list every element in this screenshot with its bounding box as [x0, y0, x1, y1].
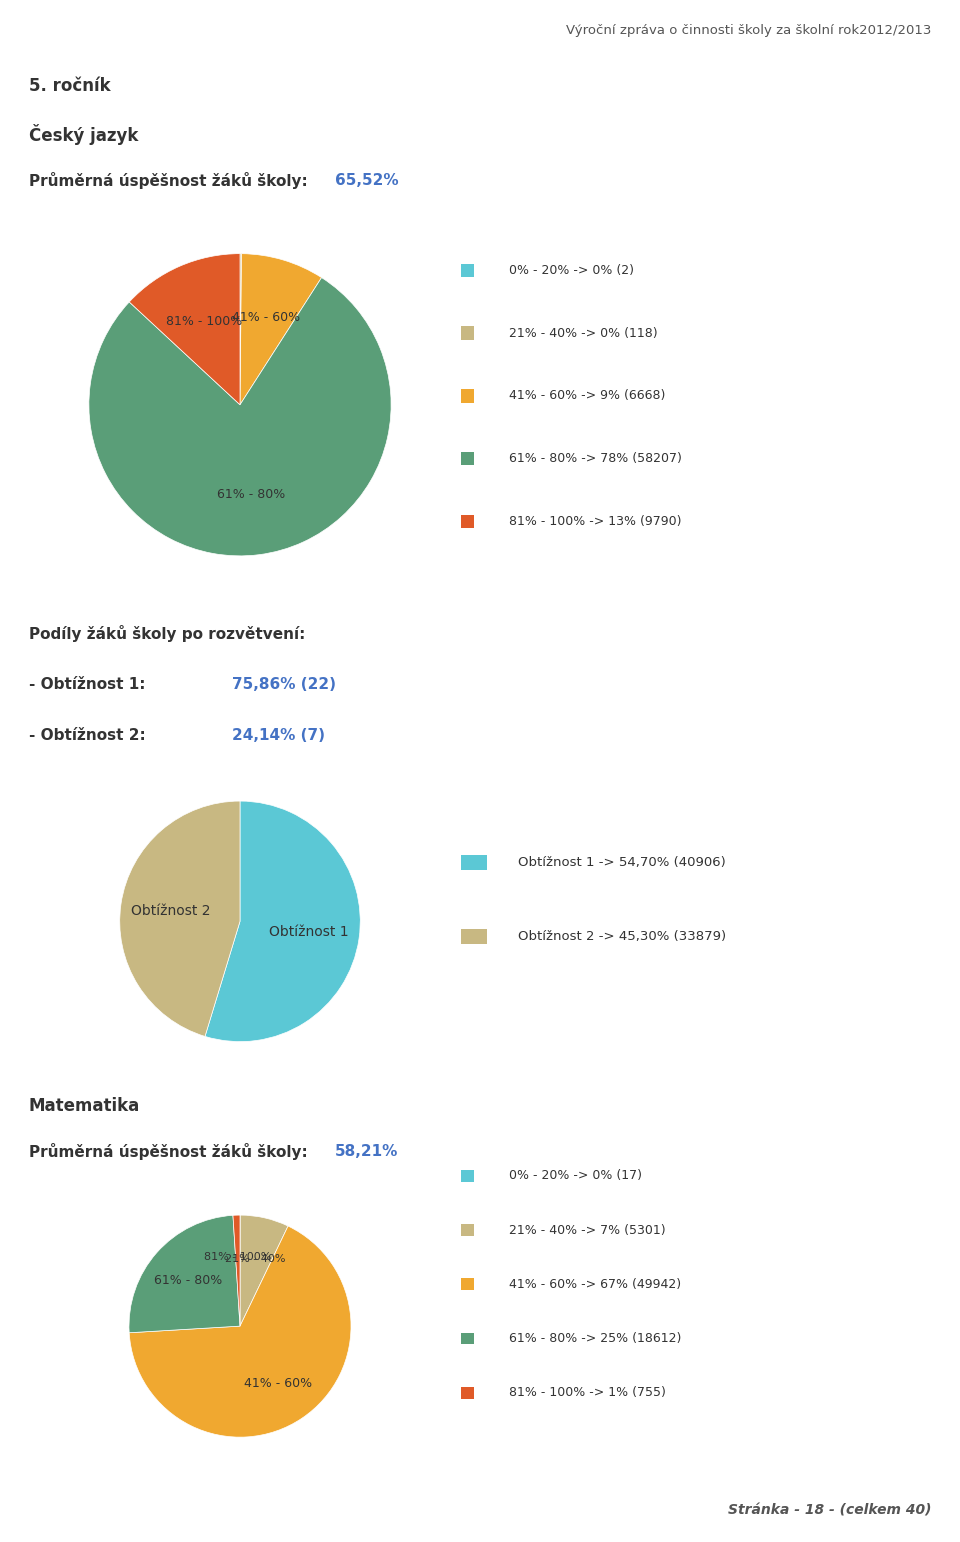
Text: 0% - 20% -> 0% (17): 0% - 20% -> 0% (17)	[509, 1169, 642, 1183]
Text: 81% - 100%: 81% - 100%	[204, 1252, 272, 1263]
FancyBboxPatch shape	[461, 452, 474, 466]
Wedge shape	[240, 1215, 288, 1326]
FancyBboxPatch shape	[461, 327, 474, 339]
FancyBboxPatch shape	[461, 264, 474, 278]
Text: 0% - 20% -> 0% (2): 0% - 20% -> 0% (2)	[509, 264, 634, 278]
Wedge shape	[130, 254, 240, 406]
FancyBboxPatch shape	[461, 1386, 474, 1399]
Text: Obtížnost 2: Obtížnost 2	[132, 904, 211, 917]
Text: Podíly žáků školy po rozvětvení:: Podíly žáků školy po rozvětvení:	[29, 625, 305, 643]
Text: Průměrná úspěšnost žáků školy:: Průměrná úspěšnost žáků školy:	[29, 171, 313, 190]
Text: 81% - 100% -> 13% (9790): 81% - 100% -> 13% (9790)	[509, 515, 682, 527]
Text: Obtížnost 1 -> 54,70% (40906): Obtížnost 1 -> 54,70% (40906)	[518, 856, 726, 870]
Text: 75,86% (22): 75,86% (22)	[232, 677, 336, 692]
Text: 81% - 100% -> 1% (755): 81% - 100% -> 1% (755)	[509, 1386, 665, 1399]
FancyBboxPatch shape	[461, 1170, 474, 1181]
Text: 21% - 40% -> 7% (5301): 21% - 40% -> 7% (5301)	[509, 1224, 665, 1237]
Text: 81% - 100%: 81% - 100%	[166, 315, 242, 328]
FancyBboxPatch shape	[461, 1224, 474, 1237]
Text: 41% - 60%: 41% - 60%	[232, 311, 300, 324]
Wedge shape	[205, 802, 360, 1041]
Wedge shape	[233, 1215, 240, 1326]
FancyBboxPatch shape	[461, 389, 474, 402]
FancyBboxPatch shape	[461, 1278, 474, 1291]
Text: 21% - 40% -> 0% (118): 21% - 40% -> 0% (118)	[509, 327, 658, 339]
Wedge shape	[240, 254, 322, 406]
Text: Obtížnost 2 -> 45,30% (33879): Obtížnost 2 -> 45,30% (33879)	[518, 930, 727, 944]
Text: 41% - 60% -> 67% (49942): 41% - 60% -> 67% (49942)	[509, 1278, 681, 1291]
Text: 41% - 60%: 41% - 60%	[244, 1377, 312, 1389]
Wedge shape	[240, 254, 242, 406]
Text: 41% - 60% -> 9% (6668): 41% - 60% -> 9% (6668)	[509, 390, 665, 402]
Text: Matematika: Matematika	[29, 1096, 140, 1115]
Text: 61% - 80% -> 78% (58207): 61% - 80% -> 78% (58207)	[509, 452, 682, 466]
Text: Stránka - 18 - (celkem 40): Stránka - 18 - (celkem 40)	[728, 1503, 931, 1517]
Text: 58,21%: 58,21%	[334, 1144, 398, 1160]
Text: 21% - 40%: 21% - 40%	[225, 1254, 285, 1264]
Text: Výroční zpráva o činnosti školy za školní rok2012/2013: Výroční zpráva o činnosti školy za školn…	[565, 25, 931, 37]
Text: - Obtížnost 1:: - Obtížnost 1:	[29, 677, 151, 692]
Wedge shape	[129, 1215, 240, 1332]
Wedge shape	[120, 802, 240, 1036]
FancyBboxPatch shape	[461, 1332, 474, 1345]
FancyBboxPatch shape	[461, 515, 474, 529]
Text: Průměrná úspěšnost žáků školy:: Průměrná úspěšnost žáků školy:	[29, 1143, 313, 1161]
Text: 61% - 80%: 61% - 80%	[217, 489, 285, 501]
Text: 61% - 80%: 61% - 80%	[155, 1274, 223, 1288]
Text: - Obtížnost 2:: - Obtížnost 2:	[29, 728, 151, 743]
Text: 24,14% (7): 24,14% (7)	[232, 728, 324, 743]
Text: Český jazyk: Český jazyk	[29, 123, 138, 145]
FancyBboxPatch shape	[461, 928, 487, 944]
Wedge shape	[130, 1226, 351, 1437]
Text: 65,52%: 65,52%	[334, 173, 398, 188]
FancyBboxPatch shape	[461, 854, 487, 870]
Text: 61% - 80% -> 25% (18612): 61% - 80% -> 25% (18612)	[509, 1332, 682, 1345]
Text: 5. ročník: 5. ročník	[29, 77, 110, 96]
Text: Obtížnost 1: Obtížnost 1	[269, 925, 348, 939]
Wedge shape	[89, 278, 391, 555]
